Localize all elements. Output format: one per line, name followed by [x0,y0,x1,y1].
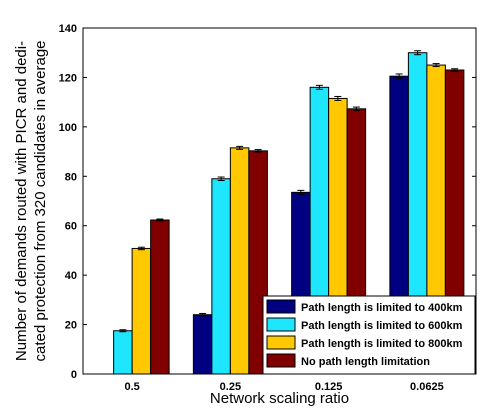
legend-swatch-3 [266,335,296,350]
axes-layer: 0.5 0.25 0.125 0.0625 0 20 40 60 80 100 120 140 [59,23,477,393]
legend-swatch-2 [266,317,296,332]
legend-swatch-1 [266,299,296,314]
bar-0.5-series-3 [131,247,152,375]
y-tick-label-140: 140 [59,23,77,35]
y-tick-label-120: 120 [59,72,77,84]
x-tick-label-0.5: 0.5 [124,381,139,393]
legend-box [262,295,476,375]
legend-label-4: No path length limitation [301,356,430,368]
y-axis-label-line-2: cated protection from 320 candidates in … [32,40,49,361]
y-tick-label-40: 40 [65,270,77,282]
bar-0.5-series-2 [113,330,133,375]
y-tick-label-60: 60 [65,221,77,233]
y-axis-label-line-1: Number of demands routed with PICR and d… [13,41,30,361]
legend-label-1: Path length is limited to 400km [301,302,463,314]
y-tick-label-100: 100 [59,122,77,134]
bar-0.25-series-2 [211,178,231,375]
bar-0.25-series-3 [229,147,250,375]
legend-label-3: Path length is limited to 800km [301,338,463,350]
x-tick-label-0.25: 0.25 [220,381,241,393]
legend: Path length is limited to 400km Path leng… [262,295,476,375]
x-axis-label: Network scaling ratio [210,390,349,407]
x-tick-label-0.125: 0.125 [315,381,343,393]
bar-0.25-series-1 [192,314,213,375]
bar-0.5-series-4 [150,219,170,375]
legend-label-2: Path length is limited to 600km [301,320,463,332]
y-tick-label-0: 0 [71,369,77,381]
y-tick-label-80: 80 [65,171,77,183]
y-tick-label-20: 20 [65,320,77,332]
legend-swatch-4 [266,353,296,368]
x-tick-label-0.0625: 0.0625 [410,381,444,393]
bars-layer [113,50,465,375]
